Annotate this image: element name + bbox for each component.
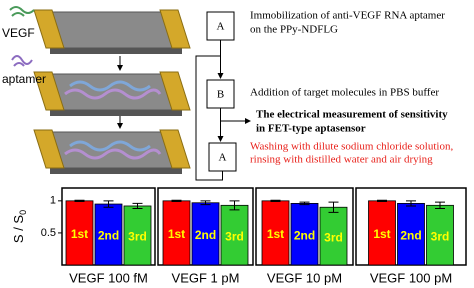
step-text: The electrical measurement of sensitivit… — [256, 109, 448, 121]
bar — [426, 204, 454, 266]
step-box: A — [217, 21, 225, 33]
step-text: Immobilization of anti-VEGF RNA aptamer — [250, 10, 445, 22]
bar-label: 1st — [71, 227, 88, 241]
error-bar — [132, 202, 143, 210]
devices: VEGF aptamer — [2, 6, 191, 174]
step-text: on the PPy-NDFLG — [250, 24, 338, 36]
step-box: B — [217, 89, 224, 101]
error-bar — [377, 199, 387, 202]
y-label-sub: 0 — [18, 210, 28, 215]
bar-label: 3rd — [128, 230, 147, 244]
flow: A Immobilization of anti-VEGF RNA aptame… — [195, 10, 453, 181]
y-tick-label: 0.5 — [41, 227, 56, 239]
x-label: VEGF 1 pM — [172, 270, 240, 285]
bar — [162, 200, 191, 266]
step-text: rinsing with distilled water and air dry… — [250, 154, 433, 166]
error-bar — [435, 201, 445, 210]
error-bar — [74, 199, 85, 202]
bar-label: 1st — [168, 227, 185, 241]
bar-label: 2nd — [400, 228, 421, 242]
bar-label: 3rd — [225, 229, 244, 243]
y-tick-label: 1 — [50, 195, 56, 207]
bar — [368, 200, 396, 266]
step-text: Addition of target molecules in PBS buff… — [250, 87, 439, 99]
bar-label: 3rd — [431, 229, 450, 243]
bar — [290, 202, 319, 266]
step-text: in FET-type aptasensor — [256, 123, 366, 135]
charts: 1st 2nd 3rd VEGF 100 fM 0.5 1 S / S0 1st 2nd 3rd V… — [11, 187, 467, 285]
error-bar — [270, 199, 281, 202]
bar-label: 1st — [373, 227, 390, 241]
x-label: VEGF 10 pM — [267, 270, 342, 285]
bar-label: 3rd — [324, 230, 343, 244]
bar-label: 2nd — [98, 229, 119, 243]
bar — [65, 200, 94, 266]
error-bar — [406, 200, 416, 207]
y-label: S / S0 — [11, 210, 28, 243]
bar — [191, 202, 220, 266]
error-bar — [229, 200, 240, 211]
device-label: VEGF — [2, 26, 35, 40]
error-bar — [171, 199, 182, 202]
bar — [123, 205, 152, 266]
bar-label: 1st — [267, 227, 284, 241]
error-bar — [103, 200, 114, 208]
x-label: VEGF 100 fM — [69, 270, 148, 285]
error-bar — [200, 200, 211, 206]
bar-label: 2nd — [195, 228, 216, 242]
device-label: aptamer — [2, 72, 46, 86]
x-label: VEGF 100 pM — [370, 270, 452, 285]
bar — [220, 204, 249, 266]
error-bar — [299, 201, 310, 206]
step-box: A — [219, 152, 227, 164]
bar-label: 2nd — [294, 228, 315, 242]
y-label-main: S / S — [11, 215, 26, 244]
step-text: Washing with dilute sodium chloride solu… — [250, 141, 453, 153]
error-bar — [328, 201, 339, 213]
bar — [319, 206, 348, 266]
